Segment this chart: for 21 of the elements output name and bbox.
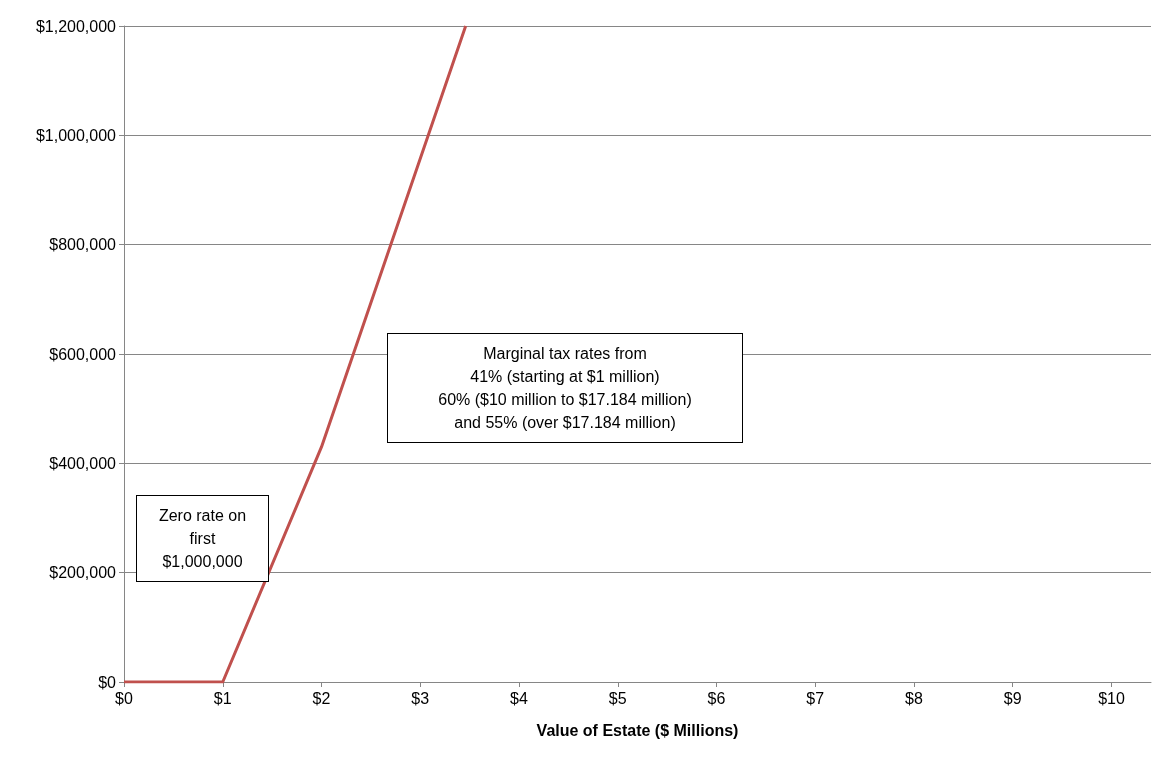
x-tick-label: $10 xyxy=(1098,689,1125,707)
y-tick-label: $600,000 xyxy=(49,345,117,363)
y-tick-label: $1,000,000 xyxy=(35,126,117,144)
x-tick-label: $8 xyxy=(905,689,923,707)
y-tick-label: $0 xyxy=(98,673,117,691)
x-tick-label: $3 xyxy=(411,689,430,707)
x-tick-label: $5 xyxy=(608,689,627,707)
callout-box: Zero rate on first $1,000,000 xyxy=(136,495,269,582)
x-axis-title: Value of Estate ($ Millions) xyxy=(536,721,739,739)
x-tick-label: $1 xyxy=(213,689,232,707)
y-tick-label: $1,200,000 xyxy=(35,17,117,35)
x-tick-label: $9 xyxy=(1003,689,1022,707)
x-tick-label: $4 xyxy=(510,689,528,707)
x-tick-label: $7 xyxy=(806,689,825,707)
x-tick-label: $2 xyxy=(312,689,331,707)
callout-box: Marginal tax rates from 41% (starting at $1 million) 60% ($10 million to $17.184 million) and 55% (over $17.184 million) xyxy=(387,333,743,443)
x-tick-label: $6 xyxy=(707,689,726,707)
y-tick-label: $200,000 xyxy=(49,564,117,582)
y-tick-label: $800,000 xyxy=(49,236,117,254)
y-tick-label: $400,000 xyxy=(49,454,117,472)
x-tick-label: $0 xyxy=(115,689,133,707)
